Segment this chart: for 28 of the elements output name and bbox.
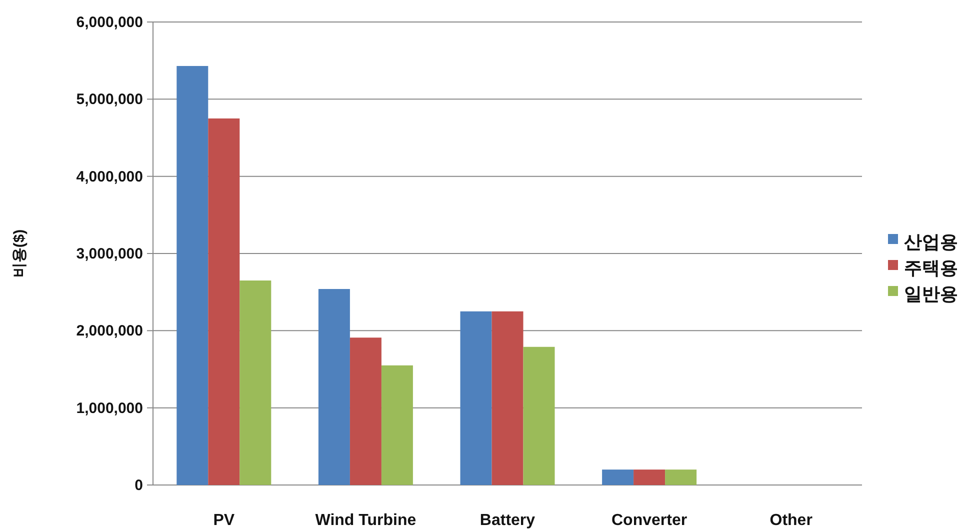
y-axis-title: 비용($)	[11, 229, 28, 278]
bar	[176, 66, 208, 485]
y-tick-label: 0	[134, 477, 143, 494]
bar	[381, 365, 413, 485]
legend-label: 주택용	[904, 258, 958, 278]
x-tick-label: Converter	[612, 512, 688, 529]
bar	[318, 288, 350, 485]
bar	[208, 118, 240, 485]
y-tick-label: 6,000,000	[76, 14, 143, 31]
y-tick-label: 4,000,000	[76, 168, 143, 186]
bar	[492, 311, 524, 485]
x-tick-label: Wind Turbine	[315, 512, 416, 529]
y-tick-label: 1,000,000	[76, 400, 143, 417]
legend-label: 일반용	[904, 284, 958, 304]
bar	[665, 470, 697, 485]
bar	[602, 470, 634, 485]
bar	[523, 346, 555, 485]
y-tick-label: 2,000,000	[76, 322, 143, 340]
y-tick-label: 5,000,000	[76, 91, 143, 108]
x-tick-label: PV	[213, 512, 235, 529]
bar	[350, 338, 382, 485]
y-tick-label: 3,000,000	[76, 246, 143, 262]
bar	[634, 470, 666, 485]
legend-label: 산업용	[904, 232, 958, 252]
x-tick-label: Other	[770, 512, 812, 529]
x-tick-label: Battery	[480, 512, 536, 529]
bar	[240, 280, 272, 485]
bar	[460, 311, 492, 485]
